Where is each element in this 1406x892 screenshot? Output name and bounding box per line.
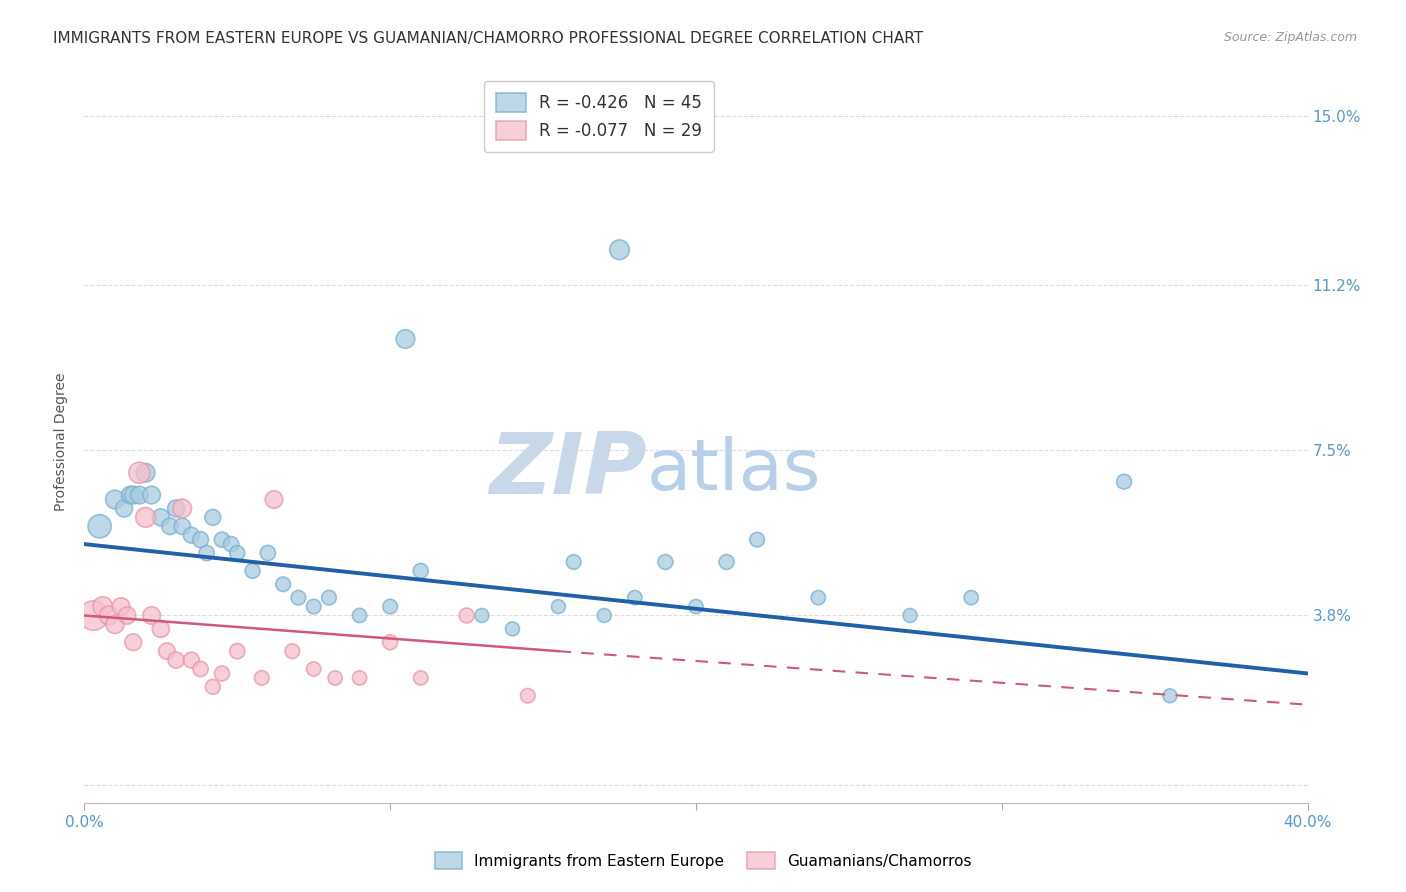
- Point: [242, 564, 264, 578]
- Point: [409, 671, 432, 685]
- Point: [135, 510, 157, 524]
- Point: [593, 608, 616, 623]
- Text: ZIP: ZIP: [489, 429, 647, 512]
- Point: [195, 546, 218, 560]
- Point: [380, 599, 402, 614]
- Point: [201, 510, 224, 524]
- Point: [716, 555, 738, 569]
- Text: atlas: atlas: [647, 436, 821, 505]
- Point: [91, 599, 114, 614]
- Point: [226, 546, 249, 560]
- Text: Source: ZipAtlas.com: Source: ZipAtlas.com: [1223, 31, 1357, 45]
- Point: [159, 519, 181, 533]
- Point: [115, 608, 138, 623]
- Point: [110, 599, 132, 614]
- Point: [287, 591, 309, 605]
- Point: [349, 671, 371, 685]
- Point: [263, 492, 285, 507]
- Point: [960, 591, 983, 605]
- Legend: R = -0.426   N = 45, R = -0.077   N = 29: R = -0.426 N = 45, R = -0.077 N = 29: [484, 81, 714, 152]
- Point: [211, 666, 233, 681]
- Point: [516, 689, 538, 703]
- Point: [122, 635, 145, 649]
- Point: [380, 635, 402, 649]
- Point: [562, 555, 585, 569]
- Point: [257, 546, 280, 560]
- Point: [250, 671, 273, 685]
- Point: [128, 466, 150, 480]
- Point: [165, 653, 187, 667]
- Point: [502, 622, 524, 636]
- Point: [201, 680, 224, 694]
- Point: [83, 608, 105, 623]
- Point: [226, 644, 249, 658]
- Point: [219, 537, 242, 551]
- Point: [547, 599, 569, 614]
- Point: [609, 243, 631, 257]
- Point: [409, 564, 432, 578]
- Point: [898, 608, 921, 623]
- Point: [180, 528, 202, 542]
- Legend: Immigrants from Eastern Europe, Guamanians/Chamorros: Immigrants from Eastern Europe, Guamania…: [429, 846, 977, 875]
- Point: [747, 533, 769, 547]
- Point: [807, 591, 830, 605]
- Point: [180, 653, 202, 667]
- Point: [685, 599, 707, 614]
- Point: [471, 608, 494, 623]
- Point: [97, 608, 120, 623]
- Point: [1159, 689, 1181, 703]
- Point: [318, 591, 340, 605]
- Point: [165, 501, 187, 516]
- Point: [190, 533, 212, 547]
- Point: [172, 501, 194, 516]
- Point: [1114, 475, 1136, 489]
- Point: [211, 533, 233, 547]
- Point: [456, 608, 478, 623]
- Point: [128, 488, 150, 502]
- Point: [104, 617, 127, 632]
- Point: [190, 662, 212, 676]
- Point: [281, 644, 304, 658]
- Text: IMMIGRANTS FROM EASTERN EUROPE VS GUAMANIAN/CHAMORRO PROFESSIONAL DEGREE CORRELA: IMMIGRANTS FROM EASTERN EUROPE VS GUAMAN…: [53, 31, 924, 46]
- Point: [156, 644, 179, 658]
- Point: [122, 488, 145, 502]
- Point: [141, 608, 163, 623]
- Point: [302, 662, 325, 676]
- Point: [104, 492, 127, 507]
- Point: [135, 466, 157, 480]
- Point: [89, 519, 111, 533]
- Point: [149, 510, 172, 524]
- Point: [120, 488, 142, 502]
- Point: [149, 622, 172, 636]
- Point: [112, 501, 135, 516]
- Point: [323, 671, 346, 685]
- Y-axis label: Professional Degree: Professional Degree: [55, 372, 69, 511]
- Point: [394, 332, 416, 346]
- Point: [302, 599, 325, 614]
- Point: [271, 577, 294, 591]
- Point: [172, 519, 194, 533]
- Point: [349, 608, 371, 623]
- Point: [624, 591, 647, 605]
- Point: [141, 488, 163, 502]
- Point: [654, 555, 676, 569]
